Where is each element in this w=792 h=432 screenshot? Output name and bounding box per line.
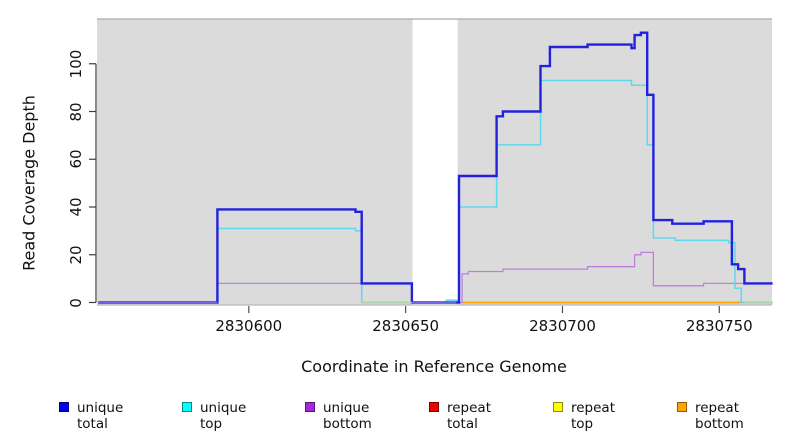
y-tick-label-100: 100 xyxy=(67,49,85,79)
y-tick-label-80: 80 xyxy=(67,101,85,122)
legend-label-unique-total: unique total xyxy=(77,400,124,432)
y-tick-label-40: 40 xyxy=(67,197,85,217)
y-tick-label-0: 0 xyxy=(67,297,85,308)
legend-swatch-repeat-top xyxy=(553,402,563,412)
x-tick-label-2830600: 2830600 xyxy=(215,317,283,335)
x-tick-label-2830650: 2830650 xyxy=(372,317,440,335)
legend-label-repeat-top: repeat top xyxy=(571,400,616,432)
x-axis-title: Coordinate in Reference Genome xyxy=(301,357,567,376)
legend-swatch-unique-bottom xyxy=(305,402,315,412)
x-tick-label-2830750: 2830750 xyxy=(685,317,753,335)
y-axis-title: Read Coverage Depth xyxy=(19,95,39,271)
legend-label-unique-top: unique top xyxy=(200,400,247,432)
y-tick-label-20: 20 xyxy=(67,245,85,265)
legend-swatch-repeat-bottom xyxy=(677,402,687,412)
legend-swatch-repeat-total xyxy=(429,402,439,412)
y-tick-label-60: 60 xyxy=(67,149,85,169)
series-unique-total-line xyxy=(98,31,773,304)
legend-swatch-unique-top xyxy=(182,402,192,412)
coverage-gap-region xyxy=(412,19,458,305)
legend-label-unique-bottom: unique bottom xyxy=(323,400,372,432)
legend-label-repeat-total: repeat total xyxy=(447,400,492,432)
x-tick-label-2830700: 2830700 xyxy=(529,317,596,335)
legend-swatch-unique-total xyxy=(59,402,69,412)
legend-label-repeat-bottom: repeat bottom xyxy=(695,400,744,432)
